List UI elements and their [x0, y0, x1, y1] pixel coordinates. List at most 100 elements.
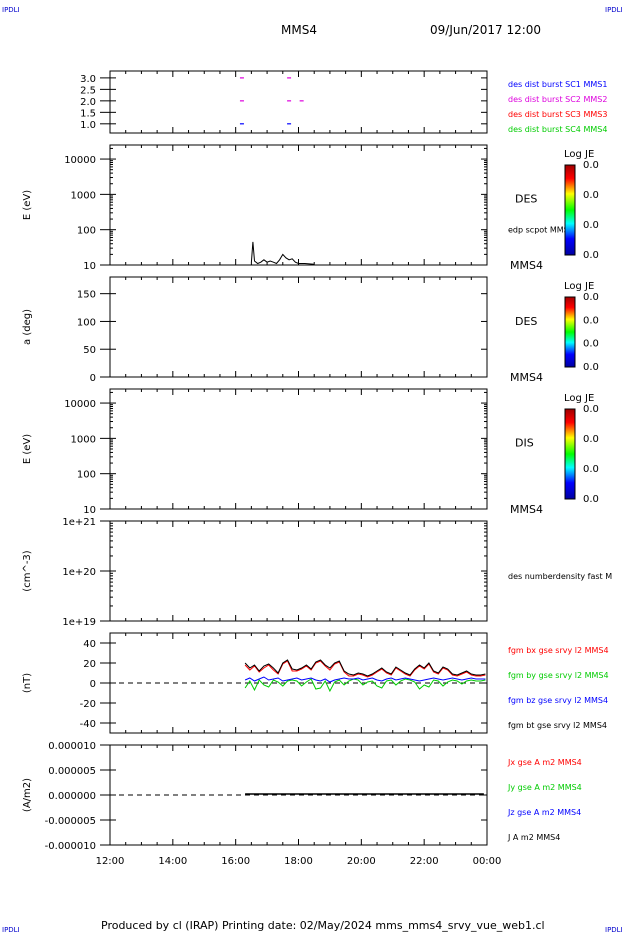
y-tick-label: 10 [83, 505, 96, 516]
colorbar [564, 164, 576, 256]
y-tick-label: 100 [77, 317, 96, 328]
y-tick-label: 0 [90, 373, 96, 384]
legend-entry: fgm bz gse srvy l2 MMS4 [508, 696, 608, 705]
panel-sublabel: edp scpot MMS4 [508, 226, 574, 235]
panel-des-energy: 10000 1000 100 10 E (eV) DES edp scpot MMS4 MMS… [22, 144, 599, 272]
legend-entry: des dist burst SC3 MMS3 [508, 110, 607, 119]
y-tick-label: 100 [77, 470, 96, 481]
y-tick-label: 0.000000 [48, 791, 96, 802]
legend-entry: des numberdensity fast M [508, 572, 612, 581]
y-tick-label: 0.000010 [48, 741, 96, 752]
y-tick-label: 10000 [64, 155, 96, 166]
y-tick-label: 20 [83, 659, 96, 670]
fgm-bt-line [244, 659, 486, 677]
legend-entry: des dist burst SC2 MMS2 [508, 95, 607, 104]
panel-frame [109, 520, 488, 622]
y-tick-label: 50 [83, 345, 96, 356]
colorbar-tick-label: 0.0 [583, 362, 599, 373]
colorbar-tick-label: 0.0 [583, 434, 599, 445]
panel-label: DES [515, 193, 537, 206]
x-tick-label: 22:00 [410, 856, 439, 867]
scpot-line [250, 241, 315, 265]
panel-bottom-label: MMS4 [510, 259, 543, 272]
x-tick-label: 12:00 [96, 856, 125, 867]
corner-label-bottom-right: IPDLI [605, 926, 623, 934]
panel-label: DIS [515, 437, 534, 450]
corner-label-bottom-left: IPDLI [2, 926, 20, 934]
colorbar-tick-label: 0.0 [583, 464, 599, 475]
colorbar-tick-label: 0.0 [583, 292, 599, 303]
colorbar [564, 408, 576, 500]
colorbar-tick-label: 0.0 [583, 220, 599, 231]
footer-text: Produced by cl (IRAP) Printing date: 02/… [101, 919, 545, 932]
y-tick-label: 2.0 [80, 97, 96, 108]
panel-bottom-label: MMS4 [510, 371, 543, 384]
colorbar-tick-label: 0.0 [583, 160, 599, 171]
x-tick-label: 16:00 [221, 856, 250, 867]
fgm-by-line [244, 678, 486, 693]
plot-stack: 3.02.52.01.51.0 des dist burst SC1 MMS1 de… [22, 70, 612, 867]
y-tick-label: 3.0 [80, 74, 96, 85]
panel-current: 0.000010 0.000005 0.000000 -0.000005 -0.0000… [22, 741, 582, 867]
y-tick-label: -20 [80, 699, 96, 710]
y-tick-label: 1.5 [80, 108, 96, 119]
legend-entry: des dist burst SC4 MMS4 [508, 125, 607, 134]
panel-fgm: 40 20 0 -20 -40 (nT) fgm bx gse srvy l2 MMS4 fg… [22, 632, 609, 734]
panel-density: 1e+21 1e+20 1e+19 (cm^-3) des numberdensity … [22, 517, 612, 628]
y-tick-label: 2.5 [80, 85, 96, 96]
colorbar-tick-label: 0.0 [583, 190, 599, 201]
legend-entry: fgm bx gse srvy l2 MMS4 [508, 646, 609, 655]
panel-burst: 3.02.52.01.51.0 des dist burst SC1 MMS1 de… [80, 70, 607, 134]
colorbar-title: Log JE [564, 393, 594, 404]
y-tick-label: 1.0 [80, 120, 96, 131]
y-tick-label: -0.000005 [45, 816, 96, 827]
y-tick-label: -40 [80, 719, 96, 730]
legend-entry: des dist burst SC1 MMS1 [508, 80, 607, 89]
y-axis-label: (cm^-3) [22, 550, 33, 591]
datetime-title: 09/Jun/2017 12:00 [430, 23, 541, 37]
y-axis-label: a (deg) [22, 309, 33, 345]
fgm-bz-line [244, 676, 486, 683]
panel-frame [109, 144, 488, 266]
fgm-bx-line [244, 660, 486, 678]
y-axis-label: (nT) [22, 673, 33, 693]
y-tick-label: 1000 [71, 434, 96, 445]
y-tick-label: 1e+21 [62, 517, 96, 528]
colorbar-title: Log JE [564, 149, 594, 160]
y-axis-label: E (eV) [22, 434, 33, 464]
panel-bottom-label: MMS4 [510, 503, 543, 516]
y-tick-label: 40 [83, 639, 96, 650]
panel-frame [109, 276, 488, 378]
colorbar-title: Log JE [564, 281, 594, 292]
panel-frame [109, 70, 488, 134]
x-tick-label: 00:00 [473, 856, 502, 867]
colorbar-tick-label: 0.0 [583, 404, 599, 415]
y-tick-label: 1000 [71, 190, 96, 201]
y-tick-label: 150 [77, 290, 96, 301]
y-tick-label: -0.000010 [45, 841, 96, 852]
legend-entry: fgm by gse srvy l2 MMS4 [508, 671, 609, 680]
x-tick-label: 14:00 [158, 856, 187, 867]
legend-entry: Jy gse A m2 MMS4 [507, 783, 582, 792]
legend-entry: J A m2 MMS4 [507, 833, 560, 842]
y-axis-label: E (eV) [22, 190, 33, 220]
legend-entry: fgm bt gse srvy l2 MMS4 [508, 721, 607, 730]
colorbar-tick-label: 0.0 [583, 315, 599, 326]
y-tick-label: 1e+19 [62, 617, 96, 628]
y-tick-label: 10 [83, 261, 96, 272]
y-tick-label: 0.000005 [48, 766, 96, 777]
spacecraft-title: MMS4 [281, 23, 317, 37]
colorbar-tick-label: 0.0 [583, 339, 599, 350]
y-tick-label: 10000 [64, 399, 96, 410]
colorbar-tick-label: 0.0 [583, 250, 599, 261]
y-tick-label: 100 [77, 226, 96, 237]
x-tick-label: 18:00 [284, 856, 313, 867]
y-axis-label: (A/m2) [22, 778, 33, 812]
y-tick-label: 0 [90, 679, 96, 690]
y-tick-label: 1e+20 [62, 567, 96, 578]
x-tick-label: 20:00 [347, 856, 376, 867]
panel-label: DES [515, 315, 537, 328]
